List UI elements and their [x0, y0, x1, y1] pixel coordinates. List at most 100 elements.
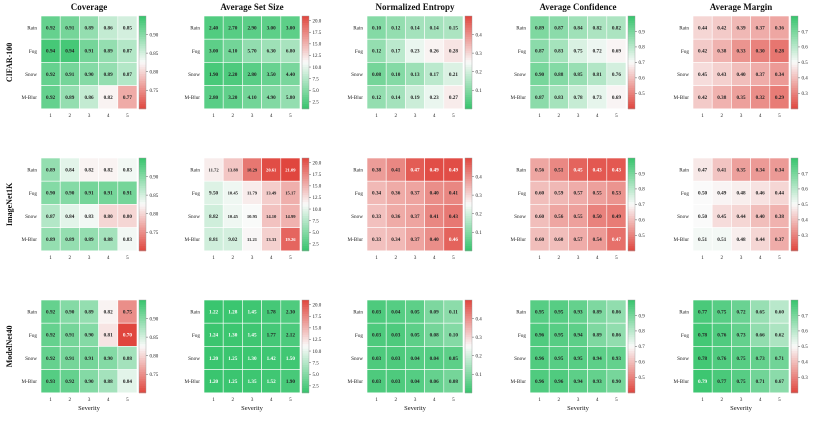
cell-value: 0.82 — [104, 95, 113, 101]
cell-value: 0.38 — [717, 95, 726, 101]
colorbar-segment — [139, 355, 146, 359]
colorbar-tick-label: 5.0 — [313, 373, 320, 378]
colorbar-segment — [465, 41, 472, 45]
colorbar-segment — [465, 90, 472, 93]
colorbar-segment — [791, 383, 798, 387]
colorbar-segment — [791, 174, 798, 177]
x-tick-label: 5 — [126, 255, 129, 261]
colorbar-segment — [139, 99, 146, 103]
colorbar-segment — [791, 246, 798, 249]
colorbar-segment — [302, 348, 309, 352]
colorbar-segment — [628, 318, 635, 322]
cell-value: 3.20 — [228, 95, 237, 101]
colorbar-segment — [139, 337, 146, 340]
colorbar-segment — [302, 64, 309, 68]
colorbar-segment — [465, 36, 472, 40]
colorbar-segment — [628, 69, 635, 73]
colorbar-segment — [465, 323, 472, 326]
colorbar-segment — [465, 376, 472, 380]
colorbar-segment — [139, 202, 146, 205]
cell-value: 0.93 — [573, 309, 582, 315]
colorbar-segment — [139, 388, 146, 391]
colorbar-segment — [791, 367, 798, 370]
colorbar-segment — [791, 360, 798, 364]
colorbar-tick-label: 0.75 — [150, 373, 159, 378]
colorbar-segment — [302, 90, 309, 93]
colorbar-segment — [302, 353, 309, 357]
colorbar-tick-label: 0.5 — [639, 234, 646, 239]
colorbar-segment — [628, 178, 635, 182]
colorbar-segment — [791, 334, 798, 338]
colorbar-segment — [465, 27, 472, 31]
x-tick-label: 3 — [251, 397, 254, 403]
x-tick-label: 3 — [88, 397, 91, 403]
colorbar-segment — [139, 222, 146, 226]
cell-value: 11.72 — [209, 167, 220, 172]
colorbar-segment — [139, 346, 146, 350]
colorbar-tick-label: 7.5 — [313, 77, 320, 82]
colorbar-segment — [465, 18, 472, 22]
cell-value: 0.55 — [573, 214, 582, 220]
colorbar-tick-label: 0.1 — [476, 89, 483, 94]
colorbar-segment — [302, 327, 309, 331]
cell-value: 0.87 — [123, 72, 132, 78]
x-tick-label: 3 — [577, 255, 580, 261]
y-tick-label: Rain — [353, 310, 363, 316]
x-axis-label: Severity — [567, 405, 589, 412]
cell-value: 21.09 — [285, 167, 296, 172]
heatmap-panel: Rain Fog Snow M-Blur 2.40 2.70 2.90 3.00 3.00 3.0… — [184, 15, 322, 119]
colorbar-segment — [465, 43, 472, 47]
cell-value: 0.34 — [372, 191, 381, 197]
cell-value: 0.03 — [372, 333, 381, 339]
cell-value: 0.73 — [736, 333, 745, 339]
x-tick-label: 5 — [778, 113, 781, 119]
colorbar-segment — [139, 311, 146, 315]
colorbar-segment — [465, 388, 472, 391]
x-tick-label: 2 — [232, 397, 235, 403]
colorbar-segment — [302, 378, 309, 382]
colorbar-segment — [791, 87, 798, 91]
cell-value: 0.04 — [410, 379, 419, 385]
cell-value: 0.56 — [554, 214, 563, 220]
colorbar-segment — [139, 29, 146, 33]
cell-value: 0.90 — [84, 379, 93, 385]
cell-value: 2.80 — [209, 95, 218, 101]
colorbar-segment — [139, 183, 146, 187]
colorbar-segment — [791, 339, 798, 343]
colorbar-segment — [628, 29, 635, 33]
colorbar-segment — [465, 158, 472, 161]
metric-title: Normalized Entropy — [375, 2, 455, 12]
colorbar-segment — [139, 206, 146, 210]
cell-value: 10.45 — [228, 191, 239, 196]
colorbar-tick-label: 12.5 — [313, 196, 322, 201]
colorbar-segment — [302, 62, 309, 66]
colorbar-segment — [628, 213, 635, 217]
colorbar-segment — [465, 304, 472, 308]
colorbar-segment — [791, 57, 798, 61]
colorbar-segment — [628, 62, 635, 66]
colorbar-segment — [465, 188, 472, 191]
colorbar — [138, 299, 147, 394]
cell-value: 0.50 — [593, 214, 602, 220]
colorbar-segment — [465, 241, 472, 245]
colorbar-segment — [791, 364, 798, 368]
colorbar-segment — [791, 46, 798, 49]
cell-value: 0.46 — [756, 191, 765, 197]
colorbar-segment — [302, 188, 309, 191]
colorbar-segment — [302, 339, 309, 343]
colorbar-segment — [791, 199, 798, 203]
cell-value: 0.03 — [372, 309, 381, 315]
colorbar-segment — [465, 369, 472, 373]
x-tick-label: 5 — [289, 113, 292, 119]
colorbar-tick-label: 0.3 — [802, 92, 809, 97]
colorbar-segment — [465, 367, 472, 370]
colorbar-segment — [791, 202, 798, 205]
x-tick-label: 1 — [538, 113, 541, 119]
colorbar-segment — [628, 369, 635, 373]
cell-value: 0.91 — [65, 333, 74, 339]
cell-value: 0.91 — [84, 191, 93, 197]
colorbar-segment — [302, 92, 309, 96]
cell-value: 0.83 — [84, 214, 93, 220]
cell-value: 0.88 — [123, 356, 132, 362]
cell-value: 0.27 — [449, 95, 458, 101]
